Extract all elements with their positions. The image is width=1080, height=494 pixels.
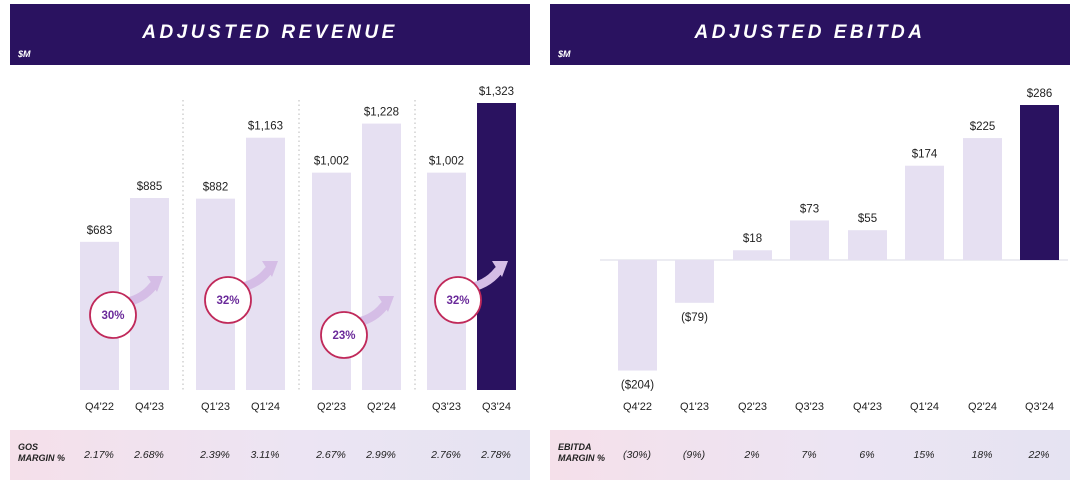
revenue-value-label: $1,002	[314, 156, 349, 168]
ebitda-category-label: Q3'24	[1025, 401, 1054, 413]
ebitda-category-label: Q1'24	[910, 401, 939, 413]
growth-arrow-head	[378, 296, 394, 312]
gos-margin-value: 2.68%	[134, 449, 164, 461]
growth-percent-label: 23%	[332, 330, 355, 342]
growth-percent-label: 32%	[216, 295, 239, 307]
ebitda-category-label: Q2'23	[738, 401, 767, 413]
ebitda-margin-value: 7%	[801, 449, 817, 461]
revenue-value-label: $882	[203, 182, 229, 194]
ebitda-bar	[963, 138, 1002, 260]
revenue-value-label: $1,163	[248, 121, 283, 133]
ebitda-margin-label: EBITDA MARGIN %	[558, 442, 605, 463]
revenue-category-label: Q4'22	[85, 401, 114, 413]
ebitda-bar	[848, 230, 887, 260]
ebitda-chart: ($204) Q4'22 ($79) Q1'23 $18 Q2'23 $73 Q3'23 $55…	[600, 88, 1068, 413]
ebitda-margin-value: 2%	[744, 449, 760, 461]
gos-margin-value: 2.99%	[366, 449, 396, 461]
ebitda-category-label: Q4'22	[623, 401, 652, 413]
ebitda-margin-value: 22%	[1028, 449, 1050, 461]
revenue-bar	[362, 123, 401, 391]
ebitda-margin-value: (9%)	[682, 449, 706, 461]
gos-margin-value: 2.67%	[316, 449, 346, 461]
ebitda-margin-value: (30%)	[622, 449, 652, 461]
ebitda-category-label: Q4'23	[853, 401, 882, 413]
ebitda-value-label: ($204)	[621, 380, 654, 392]
revenue-category-label: Q2'23	[317, 401, 346, 413]
ebitda-bar	[1020, 105, 1059, 260]
revenue-value-label: $1,002	[429, 156, 464, 168]
growth-arrow-head	[262, 261, 278, 277]
gos-margin-label: GOS MARGIN %	[18, 442, 65, 463]
ebitda-margin-value: 18%	[971, 449, 993, 461]
revenue-category-label: Q3'23	[432, 401, 461, 413]
growth-circle	[204, 276, 252, 324]
ebitda-bar	[618, 260, 657, 371]
revenue-category-label: Q1'23	[201, 401, 230, 413]
growth-circle	[89, 291, 137, 339]
ebitda-value-label: $73	[800, 203, 819, 215]
gos-margin-value: 2.76%	[431, 449, 461, 461]
revenue-chart: $683 Q4'22 $885 Q4'23 $882 Q1'23 $1,163 Q1'24 $1…	[80, 86, 516, 413]
ebitda-bar	[733, 250, 772, 260]
revenue-value-label: $1,228	[364, 107, 399, 119]
revenue-title: ADJUSTED REVENUE	[142, 22, 398, 43]
revenue-category-label: Q2'24	[367, 401, 396, 413]
ebitda-category-label: Q1'23	[680, 401, 709, 413]
growth-percent-label: 32%	[446, 295, 469, 307]
revenue-category-label: Q3'24	[482, 401, 511, 413]
gos-margin-value: 3.11%	[250, 449, 280, 461]
revenue-category-label: Q1'24	[251, 401, 280, 413]
ebitda-category-label: Q3'23	[795, 401, 824, 413]
gos-margin-row: GOS MARGIN % 2.17% 2.68% 2.39% 3.11% 2.67% 2.…	[10, 430, 530, 480]
revenue-bar	[477, 103, 516, 390]
ebitda-bar	[905, 165, 944, 260]
ebitda-header: ADJUSTED EBITDA $M	[550, 4, 1070, 65]
ebitda-value-label: ($79)	[681, 312, 708, 324]
ebitda-unit: $M	[558, 49, 571, 59]
ebitda-margin-value: 6%	[859, 449, 875, 461]
ebitda-bar	[790, 220, 829, 260]
growth-circle	[434, 276, 482, 324]
growth-circle	[320, 311, 368, 359]
gos-margin-value: 2.78%	[481, 449, 511, 461]
revenue-value-label: $885	[137, 181, 163, 193]
ebitda-category-label: Q2'24	[968, 401, 997, 413]
ebitda-value-label: $225	[970, 121, 996, 133]
ebitda-bar	[675, 260, 714, 303]
ebitda-value-label: $55	[858, 213, 877, 225]
ebitda-title: ADJUSTED EBITDA	[694, 22, 926, 43]
ebitda-margin-row: EBITDA MARGIN % (30%) (9%) 2% 7% 6% 15% 18% 22%	[550, 430, 1070, 480]
gos-margin-value: 2.39%	[200, 449, 230, 461]
revenue-value-label: $683	[87, 225, 113, 237]
ebitda-value-label: $174	[912, 149, 938, 161]
growth-arrow-head	[147, 276, 163, 292]
growth-arrow-head	[492, 261, 508, 277]
ebitda-value-label: $286	[1027, 88, 1053, 100]
ebitda-margin-value: 15%	[913, 449, 935, 461]
revenue-value-label: $1,323	[479, 86, 514, 98]
growth-percent-label: 30%	[101, 310, 124, 322]
ebitda-value-label: $18	[743, 233, 762, 245]
revenue-category-label: Q4'23	[135, 401, 164, 413]
gos-margin-value: 2.17%	[84, 449, 114, 461]
revenue-unit: $M	[18, 49, 31, 59]
revenue-header: ADJUSTED REVENUE $M	[10, 4, 530, 65]
